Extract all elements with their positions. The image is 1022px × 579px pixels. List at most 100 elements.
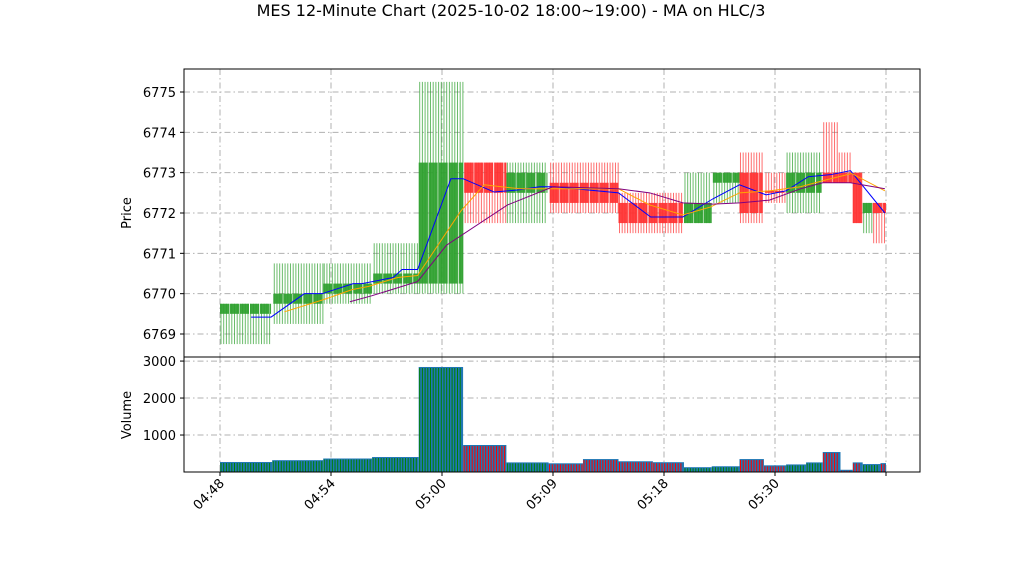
volume-bar — [786, 464, 807, 472]
x-tick-label: 05:00 — [413, 476, 450, 513]
volume-bar-fill — [786, 464, 807, 472]
volume-bar-fill — [506, 462, 549, 472]
candle-body — [283, 293, 293, 304]
y-tick-label: 6771 — [143, 247, 176, 262]
candle-body — [658, 202, 668, 224]
candle-body — [260, 303, 269, 314]
volume-bar — [683, 467, 712, 472]
volume-bar — [652, 462, 684, 472]
volume-bar — [739, 459, 764, 472]
candle-body — [668, 202, 678, 224]
candle-body — [579, 182, 589, 203]
candle — [872, 202, 886, 244]
candle-body — [474, 162, 484, 193]
candle-body — [569, 182, 579, 203]
candle-body — [464, 162, 474, 193]
volume-bar — [852, 462, 863, 472]
x-tick-label: 05:18 — [635, 476, 672, 513]
candle-body — [806, 172, 816, 193]
candle-body — [240, 303, 249, 314]
volume-bar — [463, 445, 507, 472]
candle-body — [428, 162, 438, 284]
volume-axes-frame — [183, 356, 921, 473]
x-tick-label: 05:09 — [524, 476, 561, 513]
candle-body — [852, 172, 862, 224]
volume-bar — [272, 460, 324, 472]
candle-body — [273, 293, 283, 304]
candle-body — [796, 172, 806, 193]
price-panel: 6769 6770 6771 6772 6773 6774 6775 — [143, 68, 921, 358]
candle-body — [270, 303, 272, 314]
y-tick-label: 6770 — [143, 288, 176, 303]
volume-bar — [220, 462, 273, 472]
candle-body — [526, 172, 536, 193]
volume-panel: 1000 2000 3000 — [143, 355, 921, 473]
y-tick-label: 2000 — [143, 392, 176, 407]
y-tick-label: 6774 — [143, 126, 176, 141]
candle-body — [323, 283, 333, 294]
candle-body — [363, 283, 373, 294]
candle-body — [506, 172, 516, 193]
candle — [618, 192, 683, 234]
candle-body — [343, 283, 353, 294]
candle-body — [678, 202, 683, 224]
candle-body — [703, 202, 712, 224]
candle-body — [403, 273, 413, 284]
volume-bar — [506, 462, 549, 472]
candle-body — [536, 172, 546, 193]
x-tick-label: 04:54 — [302, 476, 339, 513]
y-tick-label: 6773 — [143, 167, 176, 182]
candle-body — [599, 182, 609, 203]
candle-body — [749, 172, 759, 213]
volume-bar — [862, 464, 881, 472]
candle-body — [732, 172, 740, 183]
candle-body — [516, 172, 526, 193]
volume-bar-fill — [683, 467, 712, 472]
candle — [418, 81, 464, 294]
candle-body — [765, 190, 775, 193]
volume-bar — [763, 465, 787, 472]
candle-body — [618, 202, 628, 224]
volume-bar-fill — [220, 462, 273, 472]
x-tick-label: 05:30 — [746, 476, 783, 513]
candle-body — [589, 182, 599, 203]
candle — [373, 243, 419, 294]
candle-body — [313, 293, 323, 304]
candle-body — [693, 202, 703, 224]
y-tick-label: 6775 — [143, 86, 176, 101]
ma-slow-line — [349, 182, 885, 303]
candle — [765, 172, 786, 203]
volume-bar-fill — [652, 462, 684, 472]
volume-bar-fill — [372, 457, 419, 472]
candle-body — [220, 303, 229, 314]
candle-body — [628, 202, 638, 224]
chart-title: MES 12-Minute Chart (2025-10-02 18:00~19… — [257, 1, 766, 20]
y-tick-label: 6772 — [143, 207, 176, 222]
candle — [852, 172, 863, 224]
candle-body — [648, 202, 658, 224]
candle-body — [838, 172, 848, 183]
volume-bar — [582, 459, 619, 472]
volume-bar — [822, 452, 841, 472]
candle-body — [418, 162, 428, 284]
candle-body — [559, 182, 569, 203]
y-tick-label: 3000 — [143, 355, 176, 370]
candle-body — [882, 202, 886, 213]
volume-bar — [548, 463, 583, 472]
x-tick-label: 04:48 — [191, 476, 228, 513]
candle-body — [822, 172, 832, 183]
volume-bar — [618, 461, 653, 472]
volume-bar-fill — [763, 465, 787, 472]
candle-body — [458, 162, 464, 284]
volume-bar — [711, 466, 740, 472]
volume-bar-fill — [880, 463, 886, 472]
volume-bar — [372, 457, 419, 472]
candle — [739, 152, 763, 224]
volume-bar-fill — [806, 462, 823, 472]
candle — [838, 152, 853, 183]
candle-body — [872, 202, 882, 213]
candle — [712, 172, 740, 203]
y-tick-label: 1000 — [143, 429, 176, 444]
x-axis: 04:48 04:54 05:00 05:09 05:18 05:30 — [191, 472, 887, 513]
